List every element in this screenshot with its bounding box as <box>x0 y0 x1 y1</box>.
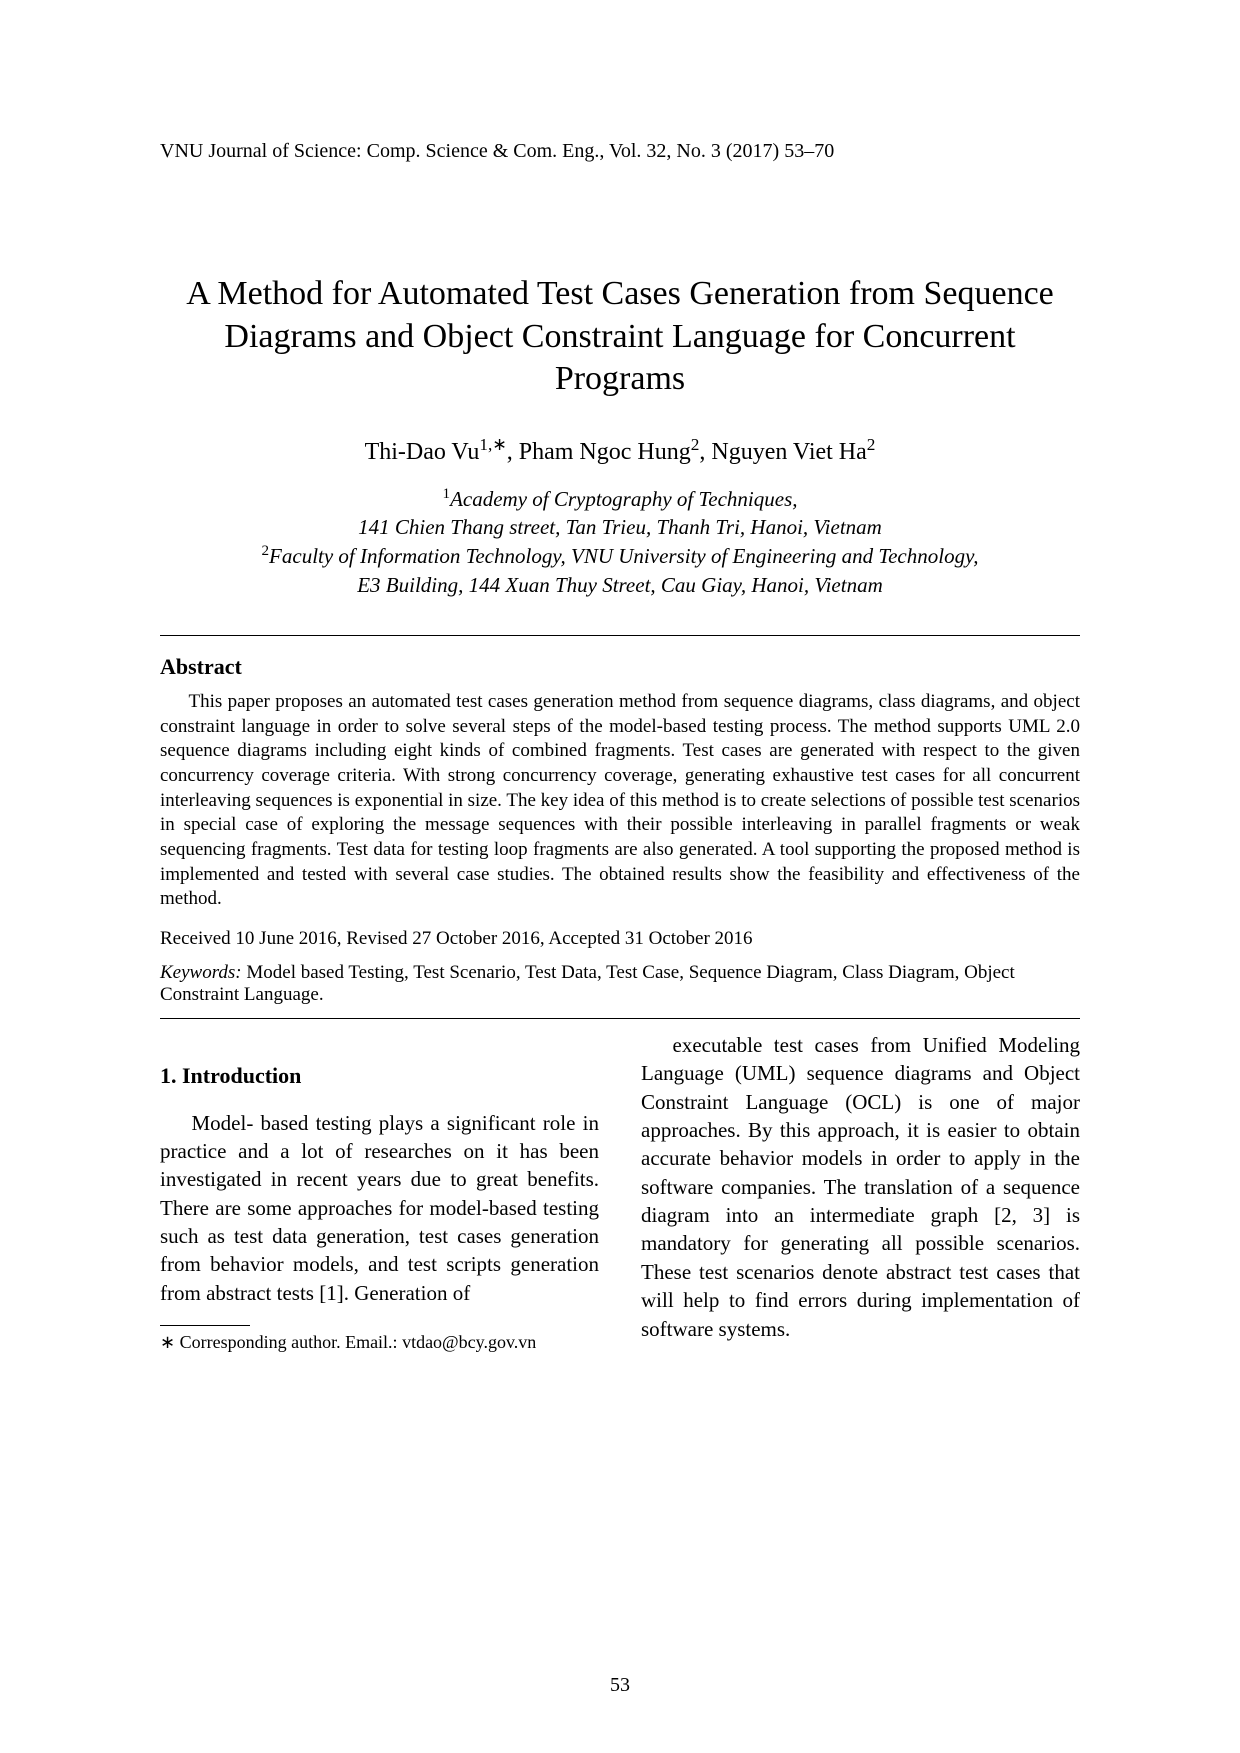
page-number: 53 <box>0 1674 1240 1697</box>
author-1: Thi-Dao Vu <box>365 439 480 465</box>
intro-para-1: Model- based testing plays a significant… <box>160 1109 599 1307</box>
section-1-heading: 1. Introduction <box>160 1061 599 1091</box>
corresponding-author-footnote: ∗ Corresponding author. Email.: vtdao@bc… <box>160 1330 599 1354</box>
affil-1-addr: 141 Chien Thang street, Tan Trieu, Thanh… <box>160 513 1080 541</box>
keywords-label: Keywords: <box>160 962 242 983</box>
rule-top <box>160 635 1080 636</box>
journal-header: VNU Journal of Science: Comp. Science & … <box>160 140 1080 163</box>
author-2: Pham Ngoc Hung <box>519 439 691 465</box>
footnote-text: Corresponding author. Email.: vtdao@bcy.… <box>175 1332 536 1352</box>
paper-page: VNU Journal of Science: Comp. Science & … <box>0 0 1240 1753</box>
footnote-rule <box>160 1325 250 1326</box>
authors-line: Thi-Dao Vu1,∗, Pham Ngoc Hung2, Nguyen V… <box>160 435 1080 466</box>
received-line: Received 10 June 2016, Revised 27 Octobe… <box>160 928 1080 950</box>
abstract-body: This paper proposes an automated test ca… <box>160 690 1080 912</box>
author-2-affil: 2 <box>691 435 700 454</box>
affil-1-sup: 1 <box>443 486 451 502</box>
author-1-affil: 1,∗ <box>479 435 506 454</box>
body-columns: 1. Introduction Model- based testing pla… <box>160 1031 1080 1354</box>
author-3-affil: 2 <box>867 435 876 454</box>
author-3: Nguyen Viet Ha <box>711 439 866 465</box>
paper-title: A Method for Automated Test Cases Genera… <box>160 273 1080 401</box>
rule-bottom <box>160 1018 1080 1019</box>
affil-2-text: Faculty of Information Technology, VNU U… <box>269 544 978 568</box>
footnote-marker: ∗ <box>160 1332 175 1352</box>
affil-1-text: Academy of Cryptography of Techniques, <box>450 487 797 511</box>
keywords-line: Keywords: Model based Testing, Test Scen… <box>160 962 1080 1006</box>
keywords-text: Model based Testing, Test Scenario, Test… <box>160 962 1015 1005</box>
affil-2-sup: 2 <box>261 543 269 559</box>
abstract-heading: Abstract <box>160 654 1080 680</box>
affil-2-addr: E3 Building, 144 Xuan Thuy Street, Cau G… <box>160 571 1080 599</box>
intro-para-2: executable test cases from Unified Model… <box>641 1031 1080 1343</box>
affiliations: 1Academy of Cryptography of Techniques, … <box>160 484 1080 599</box>
